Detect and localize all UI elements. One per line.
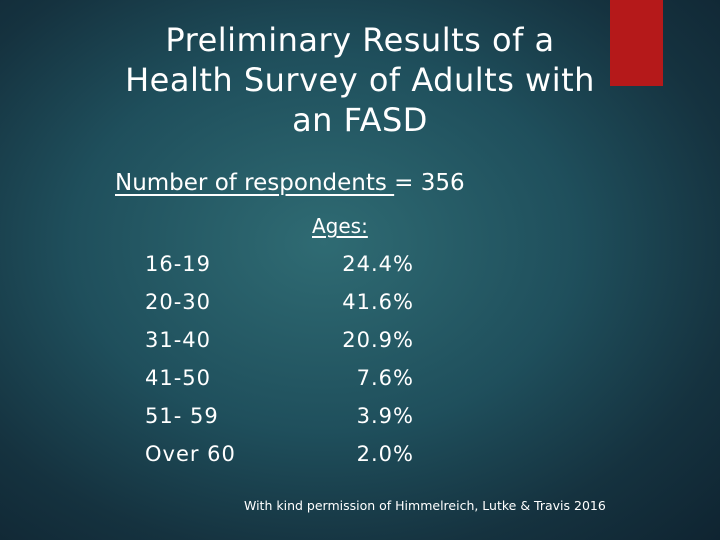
accent-block	[610, 0, 663, 86]
ages-header: Ages:	[312, 214, 368, 238]
age-range-label: 16-19	[145, 252, 212, 276]
permission-footer: With kind permission of Himmelreich, Lut…	[244, 498, 606, 513]
age-row: 31-40 20.9%	[0, 328, 720, 366]
age-row: 51- 59 3.9%	[0, 404, 720, 442]
age-percentage: 20.9%	[342, 328, 414, 352]
age-percentage: 7.6%	[356, 366, 414, 390]
age-percentage: 3.9%	[356, 404, 414, 428]
age-row: 41-50 7.6%	[0, 366, 720, 404]
age-percentage: 24.4%	[342, 252, 414, 276]
title-line-3: an FASD	[292, 101, 428, 139]
age-range-label: 51- 59	[145, 404, 219, 428]
age-row: 20-30 41.6%	[0, 290, 720, 328]
age-range-label: 20-30	[145, 290, 212, 314]
title-line-2: Health Survey of Adults with	[125, 61, 595, 99]
age-row: Over 60 2.0%	[0, 442, 720, 480]
age-row: 16-19 24.4%	[0, 252, 720, 290]
respondents-count: Number of respondents = 356	[115, 168, 465, 198]
slide-title: Preliminary Results of a Health Survey o…	[80, 20, 640, 140]
title-line-1: Preliminary Results of a	[165, 21, 555, 59]
age-percentage: 41.6%	[342, 290, 414, 314]
age-range-label: 31-40	[145, 328, 212, 352]
age-range-label: 41-50	[145, 366, 212, 390]
respondents-value: = 356	[394, 170, 465, 196]
respondents-label: Number of respondents	[115, 170, 395, 196]
age-percentage: 2.0%	[356, 442, 414, 466]
age-range-label: Over 60	[145, 442, 236, 466]
